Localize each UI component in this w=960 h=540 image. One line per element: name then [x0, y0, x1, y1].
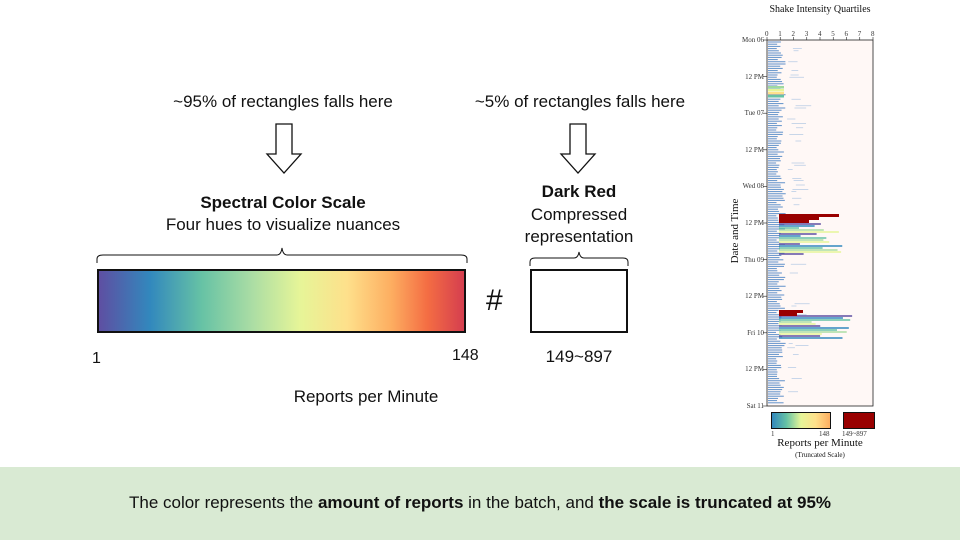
- spectral-title: Spectral Color Scale: [200, 193, 366, 212]
- mini-legend-title: Reports per Minute: [777, 437, 863, 449]
- mini-x-tick: 3: [804, 30, 809, 38]
- footer-bold-a: amount of reports: [317, 493, 464, 512]
- axis-label: Reports per Minute: [293, 387, 439, 406]
- scale-min-label: 1: [92, 350, 101, 367]
- left-caption: ~95% of rectangles falls here: [173, 92, 393, 111]
- mini-y-tick: Mon 06: [742, 36, 764, 44]
- footer-text-b: in the batch, and: [463, 493, 599, 512]
- mini-chart-title: Shake Intensity Quartiles: [769, 4, 871, 15]
- mini-chart-plot: [763, 37, 874, 407]
- mini-y-tick: Wed 08: [742, 182, 764, 191]
- footer-text: The color represents the amount of repor…: [0, 493, 960, 513]
- footer-text-a: The color represents the: [128, 493, 318, 512]
- mini-x-tick: 1: [778, 30, 782, 38]
- mini-y-tick: 12 PM: [745, 72, 764, 81]
- mini-legend-max: 149~897: [842, 430, 867, 438]
- footer-bold-b: the scale is truncated at 95%: [598, 493, 832, 512]
- mini-x-tick: 8: [871, 30, 875, 38]
- mini-legend-subtitle: (Truncated Scale): [795, 451, 845, 459]
- mini-legend-spectral-bar: [771, 412, 831, 429]
- mini-x-tick: 4: [818, 30, 822, 38]
- right-caption: ~5% of rectangles falls here: [474, 92, 686, 111]
- mini-y-tick: 12 PM: [745, 292, 764, 301]
- mini-y-tick: 12 PM: [745, 365, 764, 374]
- darkred-range-label: 149~897: [545, 347, 613, 366]
- darkred-line2: representation: [524, 227, 634, 246]
- mini-x-tick: 7: [857, 30, 862, 38]
- mini-y-tick: 12 PM: [745, 219, 764, 227]
- mini-y-tick: Sat 11: [746, 402, 764, 410]
- mini-x-tick: 2: [791, 30, 796, 38]
- spectral-color-scale-bar: [97, 269, 466, 333]
- mini-legend-darkred-box: [843, 412, 875, 429]
- footer-banner: [0, 467, 960, 540]
- mini-legend-mid: 148: [819, 430, 830, 438]
- right-down-arrow-icon: [559, 123, 597, 174]
- mini-x-tick: 6: [844, 30, 849, 38]
- mini-y-tick: Tue 07: [744, 109, 764, 118]
- mini-x-tick: 5: [831, 30, 835, 38]
- darkred-line1: Compressed: [530, 205, 628, 224]
- mini-y-tick: 12 PM: [745, 145, 764, 154]
- darkred-brace: [529, 251, 629, 266]
- mini-x-tick: 0: [765, 30, 769, 38]
- darkred-color-box: [530, 269, 628, 333]
- mini-y-tick: Thu 09: [743, 255, 764, 264]
- spectral-subtitle: Four hues to visualize nuances: [165, 215, 401, 234]
- spectral-brace: [96, 247, 468, 263]
- mini-legend-min: 1: [771, 430, 775, 438]
- scale-max-label: 148: [452, 347, 479, 364]
- not-equal-separator: #: [486, 284, 503, 317]
- darkred-title: Dark Red: [541, 182, 617, 201]
- left-down-arrow-icon: [265, 123, 303, 174]
- mini-y-tick: Fri 10: [747, 328, 764, 337]
